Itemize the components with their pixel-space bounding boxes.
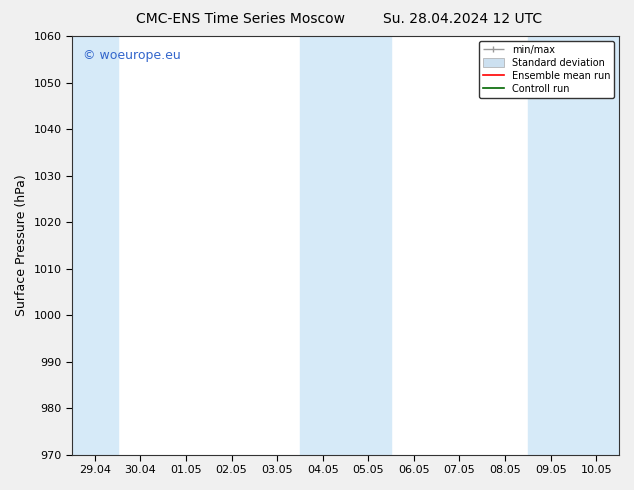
Bar xyxy=(300,36,391,455)
Text: CMC-ENS Time Series Moscow: CMC-ENS Time Series Moscow xyxy=(136,12,346,26)
Text: © woeurope.eu: © woeurope.eu xyxy=(83,49,181,62)
Bar xyxy=(72,36,118,455)
Legend: min/max, Standard deviation, Ensemble mean run, Controll run: min/max, Standard deviation, Ensemble me… xyxy=(479,41,614,98)
Text: Su. 28.04.2024 12 UTC: Su. 28.04.2024 12 UTC xyxy=(384,12,542,26)
Bar xyxy=(528,36,619,455)
Y-axis label: Surface Pressure (hPa): Surface Pressure (hPa) xyxy=(15,174,28,316)
